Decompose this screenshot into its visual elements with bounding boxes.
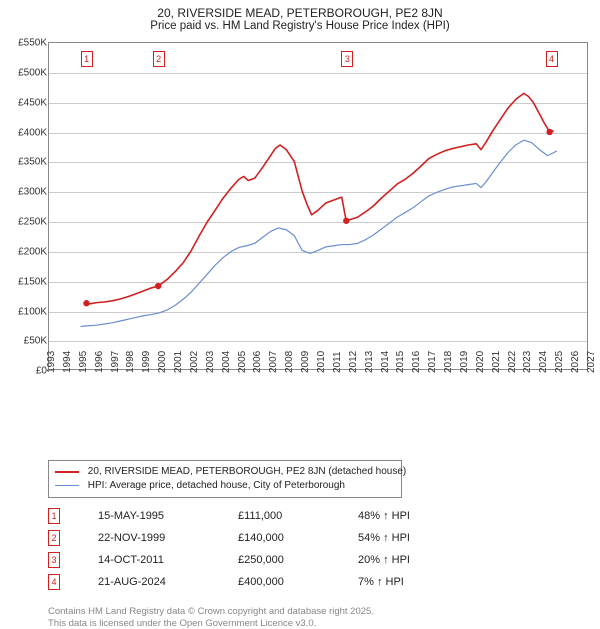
plot-box: £0£50K£100K£150K£200K£250K£300K£350K£400… — [48, 42, 588, 370]
sale-date: 15-MAY-1995 — [98, 510, 238, 522]
y-tick-label: £50K — [24, 336, 49, 347]
sale-point-marker — [155, 283, 161, 289]
legend-label-2: HPI: Average price, detached house, City… — [88, 480, 345, 491]
sale-index-box: 2 — [48, 530, 60, 546]
y-tick-label: £350K — [18, 157, 49, 168]
title-address: 20, RIVERSIDE MEAD, PETERBOROUGH, PE2 8J… — [10, 6, 590, 20]
sale-price: £400,000 — [238, 576, 358, 588]
sale-index-box: 1 — [48, 508, 60, 524]
legend-row-series2: HPI: Average price, detached house, City… — [55, 479, 395, 493]
sales-row: 2 22-NOV-1999£140,00054% ↑ HPI — [48, 530, 590, 552]
title-subtitle: Price paid vs. HM Land Registry's House … — [10, 20, 590, 34]
y-tick-label: £450K — [18, 97, 49, 108]
y-tick-label: £400K — [18, 127, 49, 138]
footer-line1: Contains HM Land Registry data © Crown c… — [48, 606, 590, 617]
x-tick-label: 2027 — [586, 351, 597, 373]
chart-area: £0£50K£100K£150K£200K£250K£300K£350K£400… — [10, 38, 590, 404]
sale-date: 21-AUG-2024 — [98, 576, 238, 588]
legend-swatch-1 — [55, 471, 79, 473]
sale-hpi-delta: 48% ↑ HPI — [358, 510, 478, 522]
sale-index-box: 4 — [48, 574, 60, 590]
y-tick-label: £100K — [18, 306, 49, 317]
y-tick-label: £150K — [18, 276, 49, 287]
sale-point-marker — [343, 218, 349, 224]
y-tick-label: £300K — [18, 187, 49, 198]
y-tick-label: £200K — [18, 246, 49, 257]
sale-marker-box: 4 — [546, 51, 558, 67]
sale-price: £111,000 — [238, 510, 358, 522]
titles: 20, RIVERSIDE MEAD, PETERBOROUGH, PE2 8J… — [10, 6, 590, 34]
sale-hpi-delta: 54% ↑ HPI — [358, 532, 478, 544]
legend-row-series1: 20, RIVERSIDE MEAD, PETERBOROUGH, PE2 8J… — [55, 465, 395, 479]
legend: 20, RIVERSIDE MEAD, PETERBOROUGH, PE2 8J… — [48, 460, 402, 498]
series-line — [86, 94, 553, 304]
sale-marker-box: 1 — [81, 51, 93, 67]
sales-row: 4 21-AUG-2024£400,0007% ↑ HPI — [48, 574, 590, 596]
sale-point-marker — [83, 300, 89, 306]
sale-hpi-delta: 20% ↑ HPI — [358, 554, 478, 566]
chart-svg — [49, 43, 587, 369]
sale-hpi-delta: 7% ↑ HPI — [358, 576, 478, 588]
sale-date: 14-OCT-2011 — [98, 554, 238, 566]
sale-date: 22-NOV-1999 — [98, 532, 238, 544]
sales-table: 1 15-MAY-1995£111,00048% ↑ HPI 2 22-NOV-199… — [48, 508, 590, 596]
sale-point-marker — [546, 129, 552, 135]
y-tick-label: £500K — [18, 68, 49, 79]
sale-marker-box: 3 — [341, 51, 353, 67]
sales-row: 1 15-MAY-1995£111,00048% ↑ HPI — [48, 508, 590, 530]
series-line — [81, 140, 557, 326]
footer: Contains HM Land Registry data © Crown c… — [48, 606, 590, 629]
sale-marker-box: 2 — [153, 51, 165, 67]
sale-price: £250,000 — [238, 554, 358, 566]
sales-row: 3 14-OCT-2011£250,00020% ↑ HPI — [48, 552, 590, 574]
y-tick-label: £550K — [18, 38, 49, 49]
footer-line2: This data is licensed under the Open Gov… — [48, 618, 590, 629]
legend-swatch-2 — [55, 485, 79, 486]
sale-index-box: 3 — [48, 552, 60, 568]
legend-label-1: 20, RIVERSIDE MEAD, PETERBOROUGH, PE2 8J… — [88, 466, 406, 477]
sale-price: £140,000 — [238, 532, 358, 544]
hpi-chart-page: 20, RIVERSIDE MEAD, PETERBOROUGH, PE2 8J… — [0, 0, 600, 620]
y-tick-label: £250K — [18, 217, 49, 228]
